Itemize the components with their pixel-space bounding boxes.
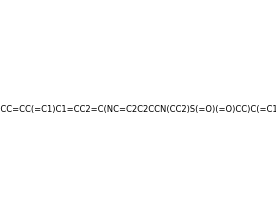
Text: NCC1=CC=CC(=C1)C1=CC2=C(NC=C2C2CCN(CC2)S(=O)(=O)CC)C(=C1)C(N)=O: NCC1=CC=CC(=C1)C1=CC2=C(NC=C2C2CCN(CC2)S… bbox=[0, 105, 276, 114]
